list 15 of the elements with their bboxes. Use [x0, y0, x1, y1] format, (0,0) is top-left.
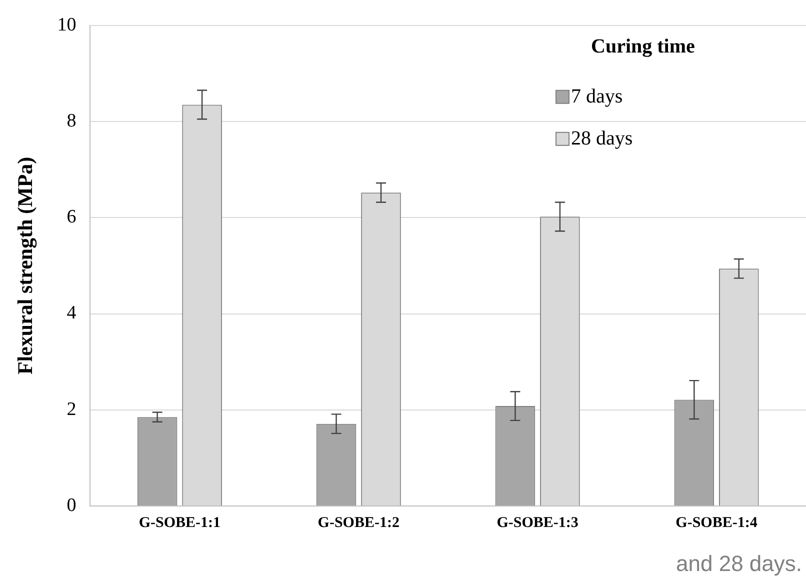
y-tick-label: 6	[66, 206, 76, 228]
x-tick-label: G-SOBE-1:4	[676, 514, 758, 531]
y-tick-label: 0	[66, 494, 76, 516]
legend-label: 28 days	[571, 128, 633, 150]
x-tick-label: G-SOBE-1:3	[496, 514, 578, 531]
x-tick-label: G-SOBE-1:1	[138, 514, 221, 531]
y-tick-label: 2	[66, 398, 76, 420]
y-tick-label: 10	[57, 14, 76, 36]
legend-title: Curing time	[591, 36, 695, 58]
y-tick-label: 4	[66, 302, 77, 324]
y-tick-label: 8	[66, 110, 76, 132]
y-axis-title: Flexural strength (MPa)	[13, 156, 38, 375]
x-tick-label: G-SOBE-1:2	[318, 514, 400, 531]
text: and 28 days.	[676, 551, 802, 576]
legend-label: 7 days	[571, 86, 623, 108]
